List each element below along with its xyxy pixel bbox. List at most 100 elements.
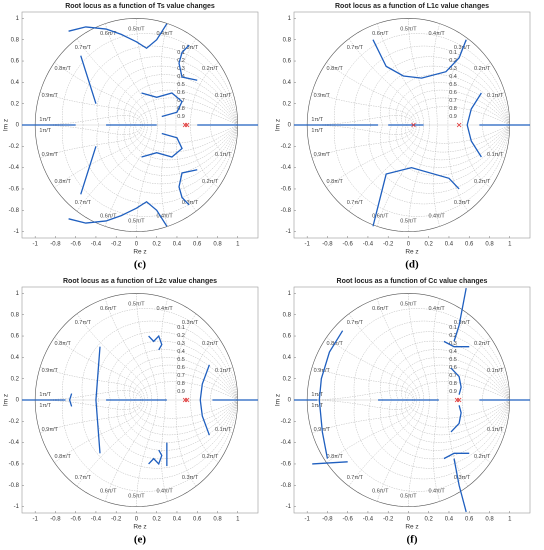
y-axis-label: Im z (3, 119, 10, 131)
frequency-label: 0.6π/T (372, 489, 389, 495)
panel: 0.1π/T 0.2π/T 0.3π/T 0.4π/T 0.5π/T 0.6π/T 0.7π… (275, 3, 531, 271)
locus-branch (453, 458, 467, 513)
y-tick-label: -1 (14, 229, 20, 235)
zgrid-frequency (190, 124, 219, 188)
zgrid-damping (380, 399, 510, 460)
x-tick-label: 0.8 (485, 242, 494, 248)
zgrid-frequency (447, 399, 469, 487)
panel: 0.1π/T 0.2π/T 0.3π/T 0.4π/T 0.5π/T 0.6π/T 0.7π… (275, 278, 531, 546)
zgrid-frequency (433, 399, 440, 502)
x-tick-label: -1 (32, 517, 38, 523)
zgrid-frequency (348, 124, 420, 212)
y-tick-label: 0.8 (283, 312, 292, 318)
frequency-label: 0.3π/T (454, 475, 471, 481)
frequency-label: 0.8π/T (55, 341, 72, 347)
zgrid-damping (116, 349, 238, 401)
loci (22, 334, 258, 467)
zgrid-damping (129, 89, 238, 126)
frequency-label: 0.4π/T (428, 306, 445, 312)
y-tick-label: 0.2 (11, 101, 20, 107)
x-tick-label: -0.2 (111, 517, 122, 523)
y-tick-label: -0.8 (9, 483, 20, 489)
frequency-label: 0.4π/T (428, 214, 445, 220)
zgrid-damping (401, 399, 510, 436)
damping-label: 0.2 (177, 58, 185, 64)
frequency-label: 0.3π/T (182, 475, 199, 481)
x-tick-label: -0.8 (50, 517, 61, 523)
frequency-label: 0.7π/T (75, 320, 92, 326)
zgrid-frequency (312, 124, 415, 159)
zgrid-frequency (210, 399, 233, 434)
locus-branch (466, 92, 482, 158)
zgrid-frequency (190, 399, 219, 463)
frequency-label: 0.4π/T (156, 306, 173, 312)
damping-label: 0.5 (449, 357, 457, 363)
frequency-label: 0.4π/T (156, 489, 173, 495)
damping-label: 0.5 (177, 82, 185, 88)
zgrid-damping (129, 124, 238, 161)
pole (411, 122, 416, 128)
damping-label: 0.4 (177, 349, 185, 355)
frequency-label: 0.1π/T (487, 152, 504, 158)
zgrid-frequency (76, 313, 148, 401)
y-tick-label: 0.4 (11, 355, 20, 361)
frequency-label: 0.2π/T (202, 66, 219, 72)
frequency-label: 0.6π/T (372, 31, 389, 37)
locus-branch (141, 132, 183, 158)
frequency-label: 0.2π/T (474, 179, 491, 185)
y-axis-label: Im z (275, 119, 282, 131)
x-tick-label: -0.6 (343, 517, 354, 523)
zgrid-frequency (136, 293, 158, 401)
locus-branch (68, 393, 73, 407)
x-tick-label: 0.2 (153, 242, 162, 248)
zgrid-frequency (54, 62, 145, 126)
zgrid-damping (353, 320, 510, 401)
zgrid-frequency (54, 399, 145, 463)
zgrid-frequency (348, 38, 420, 126)
frequency-label: 0.2π/T (474, 454, 491, 460)
locus-branch (450, 367, 462, 395)
y-tick-label: 0.4 (283, 355, 292, 361)
frequency-label: 0.6π/T (100, 214, 117, 220)
frequency-label: 0.6π/T (100, 31, 117, 37)
frequency-label: 0.7π/T (75, 45, 92, 51)
frequency-label: 0.9π/T (42, 427, 59, 433)
damping-label: 0.7 (177, 373, 185, 379)
damping-label: 0.2 (177, 333, 185, 339)
frequency-label: 0.5π/T (400, 302, 417, 308)
zgrid-damping (388, 74, 510, 126)
locus-branch (178, 169, 198, 206)
zgrid-frequency (35, 115, 142, 126)
x-tick-label: -0.4 (363, 242, 374, 248)
damping-label: 0.9 (449, 114, 457, 120)
x-tick-label: 0 (135, 517, 139, 523)
locus-branch (443, 340, 470, 348)
x-tick-label: 0 (407, 517, 411, 523)
damping-label: 0.8 (177, 381, 185, 387)
x-tick-label: 0.8 (213, 242, 222, 248)
zgrid-frequency (312, 366, 415, 401)
frequency-label: 0.6π/T (372, 214, 389, 220)
x-tick-label: -0.4 (363, 517, 374, 523)
frequency-label: 0.5π/T (128, 493, 145, 499)
frequency-label: 0.2π/T (202, 454, 219, 460)
y-tick-label: 0 (16, 398, 20, 404)
zgrid-damping (368, 331, 510, 401)
zgrid-frequency (348, 399, 420, 487)
zgrid-damping (395, 357, 510, 401)
damping-label: 0.3 (449, 66, 457, 72)
frequency-label: 0.1π/T (487, 427, 504, 433)
zgrid-damping (380, 340, 510, 401)
x-tick-label: 0.4 (173, 242, 182, 248)
panel: 0.1π/T 0.2π/T 0.3π/T 0.4π/T 0.5π/T 0.6π/T 0.7π… (3, 278, 259, 546)
zgrid-frequency (76, 399, 148, 487)
zgrid-damping (368, 56, 510, 126)
zgrid-damping (388, 349, 510, 401)
frequency-label: 0.8π/T (55, 66, 72, 72)
zgrid-damping (123, 124, 238, 168)
y-axis-label: Im z (3, 394, 10, 406)
zgrid-frequency (326, 337, 417, 401)
zgrid-frequency (136, 399, 158, 507)
frequency-label: 0.4π/T (428, 31, 445, 37)
frequency-label: 1π/T (39, 392, 51, 398)
